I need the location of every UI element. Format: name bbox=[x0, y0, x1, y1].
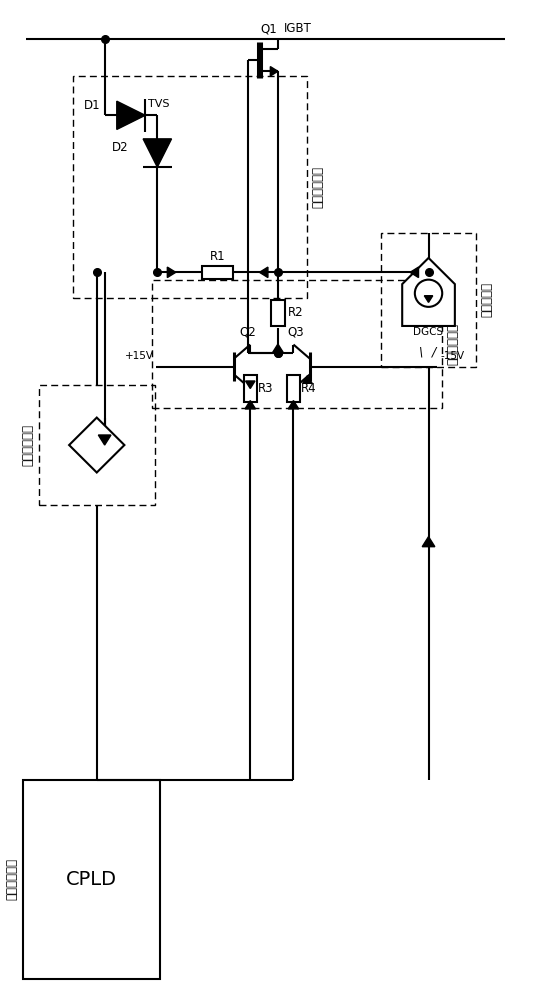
Text: /: / bbox=[431, 346, 436, 359]
Bar bbox=[39, 385, 155, 505]
Bar bbox=[23, 780, 160, 979]
Bar bbox=[152, 280, 442, 408]
Text: IGBT: IGBT bbox=[284, 22, 312, 35]
Polygon shape bbox=[402, 258, 455, 326]
Bar bbox=[73, 76, 308, 298]
Polygon shape bbox=[425, 296, 433, 302]
Text: D2: D2 bbox=[112, 141, 128, 154]
Bar bbox=[287, 375, 300, 402]
Polygon shape bbox=[303, 376, 312, 383]
Polygon shape bbox=[245, 401, 256, 409]
Text: Q1: Q1 bbox=[260, 22, 277, 35]
Text: TVS: TVS bbox=[148, 99, 170, 109]
Text: +15V: +15V bbox=[124, 351, 154, 361]
Bar bbox=[202, 266, 233, 279]
Polygon shape bbox=[117, 101, 145, 129]
Polygon shape bbox=[260, 267, 268, 278]
Text: 电流检测电路: 电流检测电路 bbox=[21, 424, 35, 466]
Text: Q3: Q3 bbox=[288, 325, 304, 338]
Text: D1: D1 bbox=[84, 99, 100, 112]
Polygon shape bbox=[98, 435, 111, 445]
Polygon shape bbox=[143, 139, 171, 167]
Bar bbox=[244, 375, 257, 402]
Text: 过压检测电路: 过压检测电路 bbox=[312, 166, 325, 208]
Text: R4: R4 bbox=[301, 382, 317, 395]
Text: R1: R1 bbox=[210, 250, 225, 263]
Polygon shape bbox=[167, 267, 176, 278]
Text: CPLD: CPLD bbox=[66, 870, 117, 889]
Text: \: \ bbox=[419, 346, 423, 359]
Polygon shape bbox=[288, 401, 299, 409]
Polygon shape bbox=[270, 67, 278, 76]
Text: 数字控制单元: 数字控制单元 bbox=[6, 858, 19, 900]
Polygon shape bbox=[69, 418, 124, 473]
Bar bbox=[271, 300, 285, 326]
Circle shape bbox=[415, 280, 442, 307]
Polygon shape bbox=[273, 344, 283, 352]
Text: R3: R3 bbox=[258, 382, 273, 395]
Polygon shape bbox=[410, 267, 419, 278]
Text: CS: CS bbox=[87, 438, 107, 453]
Bar bbox=[381, 233, 476, 367]
Text: DGCS: DGCS bbox=[413, 327, 444, 337]
Text: R2: R2 bbox=[287, 306, 303, 319]
Polygon shape bbox=[422, 537, 435, 547]
Text: 推负驱动电路: 推负驱动电路 bbox=[446, 323, 459, 365]
Polygon shape bbox=[246, 381, 255, 389]
Text: 数控电流源: 数控电流源 bbox=[480, 282, 493, 317]
Text: -15V: -15V bbox=[440, 351, 464, 361]
Text: Q2: Q2 bbox=[239, 325, 256, 338]
